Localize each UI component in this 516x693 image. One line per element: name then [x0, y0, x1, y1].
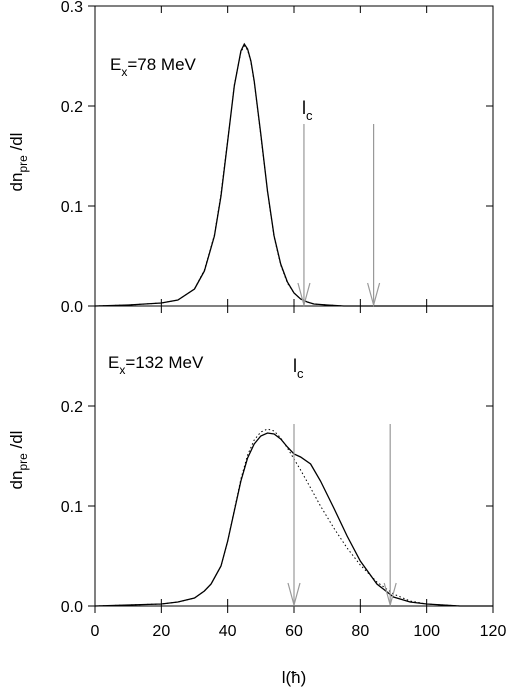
top-dotted-curve	[94, 45, 493, 307]
x-tick-label: 120	[480, 623, 507, 640]
top-y-tick-label: 0.3	[61, 0, 83, 16]
top-arrow-head	[297, 282, 311, 308]
top-energy-value: =78 MeV	[127, 55, 196, 74]
top-solid-curve	[94, 42, 493, 307]
bottom-lc-label: lc	[293, 356, 304, 381]
top-arrow-head	[367, 282, 381, 308]
bottom-energy-value: =132 MeV	[125, 353, 204, 372]
bottom-arrow-head	[383, 582, 397, 608]
axis-ticks	[88, 5, 494, 613]
x-axis-label: l(ħ)	[282, 668, 307, 687]
bottom-arrow-head	[287, 582, 301, 608]
x-tick-label: 60	[285, 623, 303, 640]
x-tick-label: 20	[152, 623, 170, 640]
bottom-energy-annotation: Ex=132 MeV	[108, 353, 204, 377]
top-energy-annotation: Ex=78 MeV	[110, 55, 197, 79]
lc-arrows	[287, 124, 397, 608]
top-lc-label: lc	[302, 98, 313, 123]
top-energy-symbol: E	[110, 55, 121, 74]
top-panel-frame	[94, 5, 494, 307]
bottom-energy-symbol: E	[108, 353, 119, 372]
tick-labels: 0.0 0.1 0.2 0.3 0.0 0.1 0.2 0 20 40 60 80 100 120	[61, 0, 507, 640]
top-y-axis-label: dnpre /dl	[7, 133, 30, 192]
top-y-tick-label: 0.1	[61, 199, 83, 216]
top-y-tick-label: 0.0	[61, 299, 83, 316]
x-tick-label: 0	[91, 623, 100, 640]
bottom-y-axis-label: dnpre /dl	[7, 431, 30, 490]
x-tick-label: 80	[351, 623, 369, 640]
x-tick-label: 40	[219, 623, 237, 640]
top-y-tick-label: 0.2	[61, 99, 83, 116]
x-tick-label: 100	[413, 623, 440, 640]
bottom-y-tick-label: 0.2	[61, 399, 83, 416]
bottom-y-tick-label: 0.1	[61, 499, 83, 516]
bottom-y-tick-label: 0.0	[61, 599, 83, 616]
top-energy-subscript: x	[121, 65, 127, 79]
bottom-energy-subscript: x	[119, 363, 125, 377]
